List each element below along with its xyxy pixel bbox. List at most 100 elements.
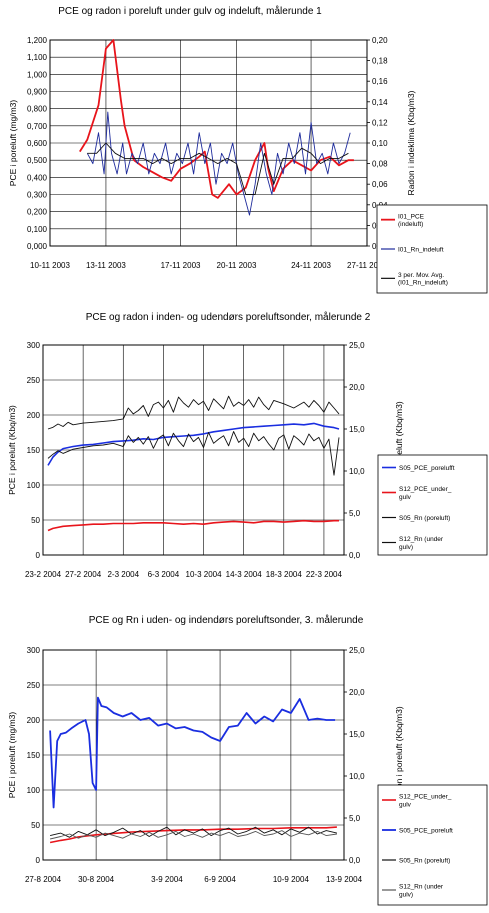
- y2-tick-label: 0,16: [372, 77, 388, 86]
- y-tick-label: 100: [27, 481, 41, 490]
- y-tick-label: 1,000: [27, 70, 48, 79]
- y-tick-label: 0: [36, 856, 41, 865]
- x-tick-label: 10-3 2004: [186, 570, 223, 579]
- y-tick-label: 0,600: [27, 139, 48, 148]
- chart-3: PCE og Rn i uden- og indendørs porelufts…: [7, 614, 488, 906]
- legend-label-line: I01_PCE: [398, 213, 425, 220]
- x-tick-label: 14-3 2004: [226, 570, 263, 579]
- y-axis-label: PCE i poreluft (mg/m3): [8, 100, 18, 187]
- y-tick-label: 0,900: [27, 88, 48, 97]
- y-tick-label: 100: [27, 786, 41, 795]
- series-line-2: [86, 111, 351, 216]
- legend-label-line: S05_Rn (poreluft): [399, 515, 450, 522]
- y-tick-label: 0,300: [27, 191, 48, 200]
- y2-tick-label: 0,20: [372, 36, 388, 45]
- y-tick-label: 300: [27, 646, 41, 655]
- y-tick-label: 1,200: [27, 36, 48, 45]
- y-axis-label: PCE i poreluft (mg/m3): [7, 712, 17, 799]
- legend-label-line: gulv): [399, 891, 413, 898]
- legend-label-line: gulv: [399, 494, 412, 501]
- y-tick-label: 300: [27, 341, 41, 350]
- legend-label-line: (I01_Rn_indeluft): [398, 280, 448, 287]
- x-tick-label: 6-3 2004: [148, 570, 180, 579]
- series-line-1: [47, 422, 340, 466]
- legend-box: [376, 204, 488, 294]
- legend-label: S05_Rn (poreluft): [399, 515, 450, 522]
- y-tick-label: 50: [31, 516, 40, 525]
- y2-tick-label: 0,18: [372, 57, 388, 66]
- y-tick-label: 0,800: [27, 105, 48, 114]
- legend-label: S12_PCE_under_ gulv: [399, 794, 452, 809]
- y-tick-label: 0,500: [27, 156, 48, 165]
- series-line-4: [49, 830, 337, 840]
- y-axis-label: PCE i poreluft (Kbq/m3): [7, 405, 17, 495]
- legend-label: S05_Rn (poreluft): [399, 858, 450, 865]
- y-tick-label: 200: [27, 411, 41, 420]
- y2-tick-label: 0,0: [349, 551, 361, 560]
- legend-box: [377, 784, 488, 906]
- legend-label-line: S05_PCE_porelufft: [399, 465, 455, 472]
- y2-tick-label: 0,06: [372, 180, 388, 189]
- legend-label-line: S12_PCE_under_: [399, 486, 452, 493]
- legend-label-line: 3 per. Mov. Avg.: [398, 272, 444, 279]
- y2-axis-label: Radon i indeklima (Kbq/m3): [406, 90, 416, 195]
- series-line-3: [47, 395, 340, 430]
- y-tick-label: 1,100: [27, 53, 48, 62]
- y2-tick-label: 0,10: [372, 139, 388, 148]
- y2-tick-label: 10,0: [349, 772, 365, 781]
- chart-title: PCE og radon i inden- og udendørs porelu…: [86, 311, 371, 323]
- y-tick-label: 250: [27, 681, 41, 690]
- legend-label-line: S05_PCE_poreluft: [399, 828, 453, 835]
- y2-tick-label: 20,0: [349, 688, 365, 697]
- x-tick-label: 27-8 2004: [25, 875, 62, 884]
- x-tick-label: 24-11 2003: [291, 261, 331, 270]
- x-tick-label: 2-3 2004: [107, 570, 139, 579]
- legend-label-line: gulv: [399, 801, 412, 808]
- x-tick-label: 17-11 2003: [161, 261, 201, 270]
- legend-label: S12_Rn (under gulv): [399, 884, 444, 899]
- y2-tick-label: 0,14: [372, 98, 388, 107]
- x-tick-label: 10-11 2003: [30, 261, 70, 270]
- y2-axis-label: Radon i poreluft (Kbq/m3): [394, 706, 404, 803]
- y-tick-label: 50: [31, 821, 40, 830]
- y-tick-label: 150: [27, 446, 41, 455]
- x-tick-label: 3-9 2004: [151, 875, 183, 884]
- legend-label: 3 per. Mov. Avg. (I01_Rn_indeluft): [398, 272, 448, 287]
- y2-tick-label: 20,0: [349, 383, 365, 392]
- y2-tick-label: 0,12: [372, 118, 388, 127]
- x-tick-label: 30-8 2004: [78, 875, 115, 884]
- chart-title: PCE og radon i poreluft under gulv og in…: [58, 5, 322, 17]
- x-tick-label: 10-9 2004: [273, 875, 310, 884]
- x-tick-label: 22-3 2004: [306, 570, 343, 579]
- x-tick-label: 6-9 2004: [204, 875, 236, 884]
- x-tick-label: 20-11 2003: [217, 261, 257, 270]
- legend-label: I01_PCE (indeluft): [398, 213, 425, 228]
- series-line-3: [49, 826, 338, 838]
- y-tick-label: 0,100: [27, 225, 48, 234]
- legend-label-line: S05_Rn (poreluft): [399, 858, 450, 865]
- y2-tick-label: 25,0: [349, 341, 365, 350]
- legend-label: S05_PCE_porelufft: [399, 465, 455, 472]
- legend-label-line: S12_PCE_under_: [399, 794, 452, 801]
- y-tick-label: 0,700: [27, 122, 48, 131]
- y2-tick-label: 5,0: [349, 814, 361, 823]
- legend-label: I01_Rn_indeluft: [398, 247, 444, 254]
- y2-tick-label: 5,0: [349, 509, 361, 518]
- legend-label-line: (indeluft): [398, 221, 423, 228]
- y-tick-label: 0,200: [27, 208, 48, 217]
- y2-tick-label: 0,08: [372, 160, 388, 169]
- legend-label-line: I01_Rn_indeluft: [398, 247, 444, 254]
- x-tick-label: 27-2 2004: [65, 570, 102, 579]
- y-tick-label: 200: [27, 716, 41, 725]
- chart-1: PCE og radon i poreluft under gulv og in…: [8, 5, 488, 294]
- legend-label: S12_Rn (under gulv): [399, 536, 444, 551]
- x-tick-label: 27-11 2003: [347, 261, 387, 270]
- y-tick-label: 250: [27, 376, 41, 385]
- y2-tick-label: 25,0: [349, 646, 365, 655]
- y-tick-label: 0,000: [27, 242, 48, 251]
- series-line-4: [47, 431, 340, 476]
- x-tick-label: 23-2 2004: [25, 570, 62, 579]
- x-tick-label: 18-3 2004: [266, 570, 303, 579]
- y-tick-label: 0: [36, 551, 41, 560]
